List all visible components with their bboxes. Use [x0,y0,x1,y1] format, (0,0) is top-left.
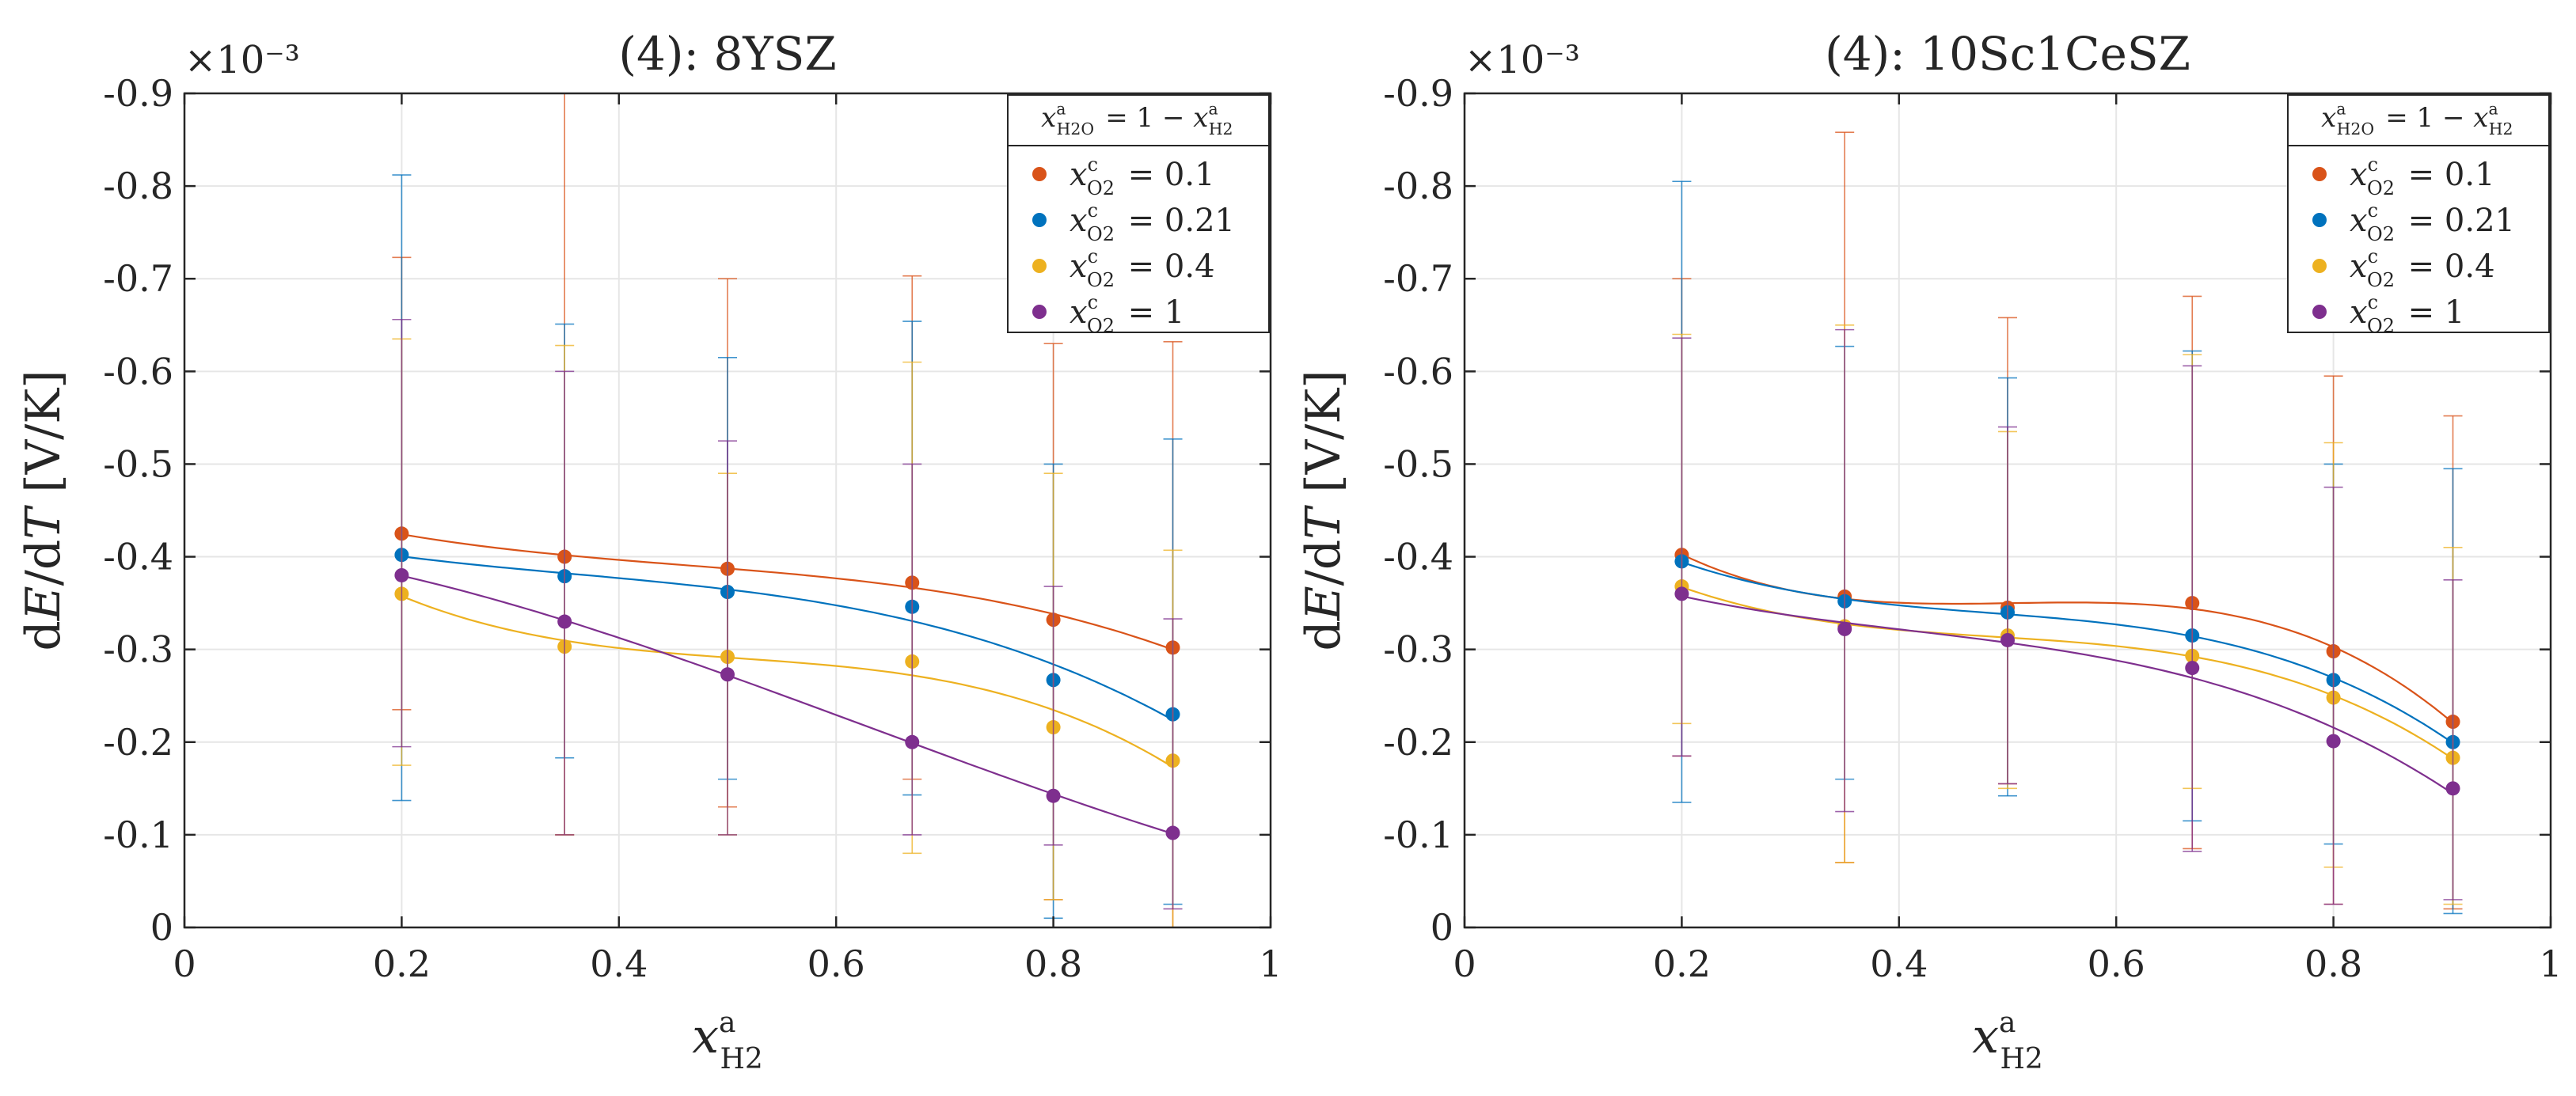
data-point [2185,661,2200,676]
chart-panel-1: 0 0.2 0.4 0.6 0.8 1 0 -0.1 -0.2 -0.3 -0.4 -0.5 -0.6 -… [16,27,1282,1075]
y-tick-label: -0.1 [1383,813,1453,856]
legend-marker [2312,213,2327,227]
y-tick-label: -0.2 [103,721,173,764]
x-tick-label: 0.4 [1870,942,1928,985]
x-axis-label: xa H2 [692,1007,763,1075]
legend: xa H2O = 1 − xa H2 xc O2 = 0.1xc O2 = 0.21xc… [1007,94,1270,337]
y-tick-label: -0.7 [1383,257,1453,300]
legend-title: xa H2O = 1 − xa H2 [2321,100,2516,139]
x-tick-label: 0.4 [590,942,648,985]
x-tick-label: 1 [1259,942,1282,985]
x-tick-label: 0.2 [373,942,431,985]
data-point [2445,781,2460,796]
y-tick-label: -0.2 [1383,721,1453,764]
x-tick-label: 0.8 [1024,942,1082,985]
trend-line [1681,595,2454,795]
legend-marker [2312,305,2327,319]
legend-entry-label: xc O2 = 0.21 [2350,199,2515,245]
data-point [2326,734,2341,749]
y-tick-label: 0 [150,906,173,949]
axes-box [183,92,1272,929]
y-tick-label: -0.6 [1383,350,1453,393]
y-tick-label: -0.9 [103,72,173,115]
y-tick-label: 0 [1430,906,1453,949]
legend-entry-label: xc O2 = 1 [1070,291,1184,337]
legend-entry-label: xc O2 = 0.1 [2350,154,2495,199]
x-axis-label: xa H2 [1972,1007,2043,1075]
legend-box [2287,94,2550,333]
x-tick-label: 1 [2539,942,2562,985]
y-tick-label: -0.3 [103,628,173,671]
y-tick-label: -0.7 [103,257,173,300]
legend-entry-label: xc O2 = 1 [2350,291,2464,337]
data-point [1165,825,1180,840]
data-point [1674,586,1689,601]
data-point [394,567,409,582]
y-tick-label: -0.5 [103,442,173,485]
chart-title: (4): 8YSZ [618,27,836,81]
x-tick-label: 0 [1453,942,1476,985]
y-tick-label: -0.1 [103,813,173,856]
y-tick-label: -0.4 [1383,536,1453,578]
y-tick-label: -0.9 [1383,72,1453,115]
legend-marker [1032,167,1047,181]
legend-box [1007,94,1270,333]
y-multiplier-label: ×10⁻³ [1465,38,1580,82]
x-tick-label: 0.6 [807,942,865,985]
legend-entry-label: xc O2 = 0.1 [1070,154,1215,199]
legend-entry-label: xc O2 = 0.4 [1070,245,1215,291]
trend-line [1681,561,2454,744]
legend-entry-label: xc O2 = 0.21 [1070,199,1235,245]
x-tick-label: 0.8 [2304,942,2362,985]
legend-marker [1032,259,1047,273]
series-4 [1672,328,2463,905]
legend-entry-label: xc O2 = 0.4 [2350,245,2495,291]
trend-line [401,595,1174,768]
y-tick-label: -0.6 [103,350,173,393]
y-multiplier-label: ×10⁻³ [184,38,300,82]
legend-title: xa H2O = 1 − xa H2 [1041,100,1236,139]
legend-marker [1032,213,1047,227]
x-tick-label: 0.2 [1653,942,1711,985]
data-point [557,614,572,629]
data-point [720,667,735,682]
data-point [1837,621,1852,636]
data-point [1046,788,1061,803]
legend: xa H2O = 1 − xa H2 xc O2 = 0.1xc O2 = 0.21xc… [2287,94,2550,337]
legend-marker [2312,167,2327,181]
y-tick-label: -0.8 [1383,165,1453,207]
data-point [905,734,920,749]
y-tick-label: -0.4 [103,536,173,578]
trend-line [401,533,1173,651]
legend-marker [1032,305,1047,319]
y-axis-label: dE/dT [V/K] [16,370,71,650]
y-axis-label: dE/dT [V/K] [1296,370,1351,650]
chart-title: (4): 10Sc1CeSZ [1825,27,2190,81]
trend-line [401,575,1173,835]
x-tick-label: 0 [173,942,196,985]
y-tick-label: -0.3 [1383,628,1453,671]
chart-panel-2: 0 0.2 0.4 0.6 0.8 1 0 -0.1 -0.2 -0.3 -0.4 -0.5 -0.6 -… [1296,27,2563,1075]
y-tick-label: -0.8 [103,165,173,207]
trend-line [401,556,1174,721]
legend-marker [2312,259,2327,273]
axes-box [1463,92,2552,929]
series-4 [392,318,1183,910]
y-tick-label: -0.5 [1383,442,1453,485]
x-tick-label: 0.6 [2088,942,2145,985]
data-point [2000,632,2015,647]
